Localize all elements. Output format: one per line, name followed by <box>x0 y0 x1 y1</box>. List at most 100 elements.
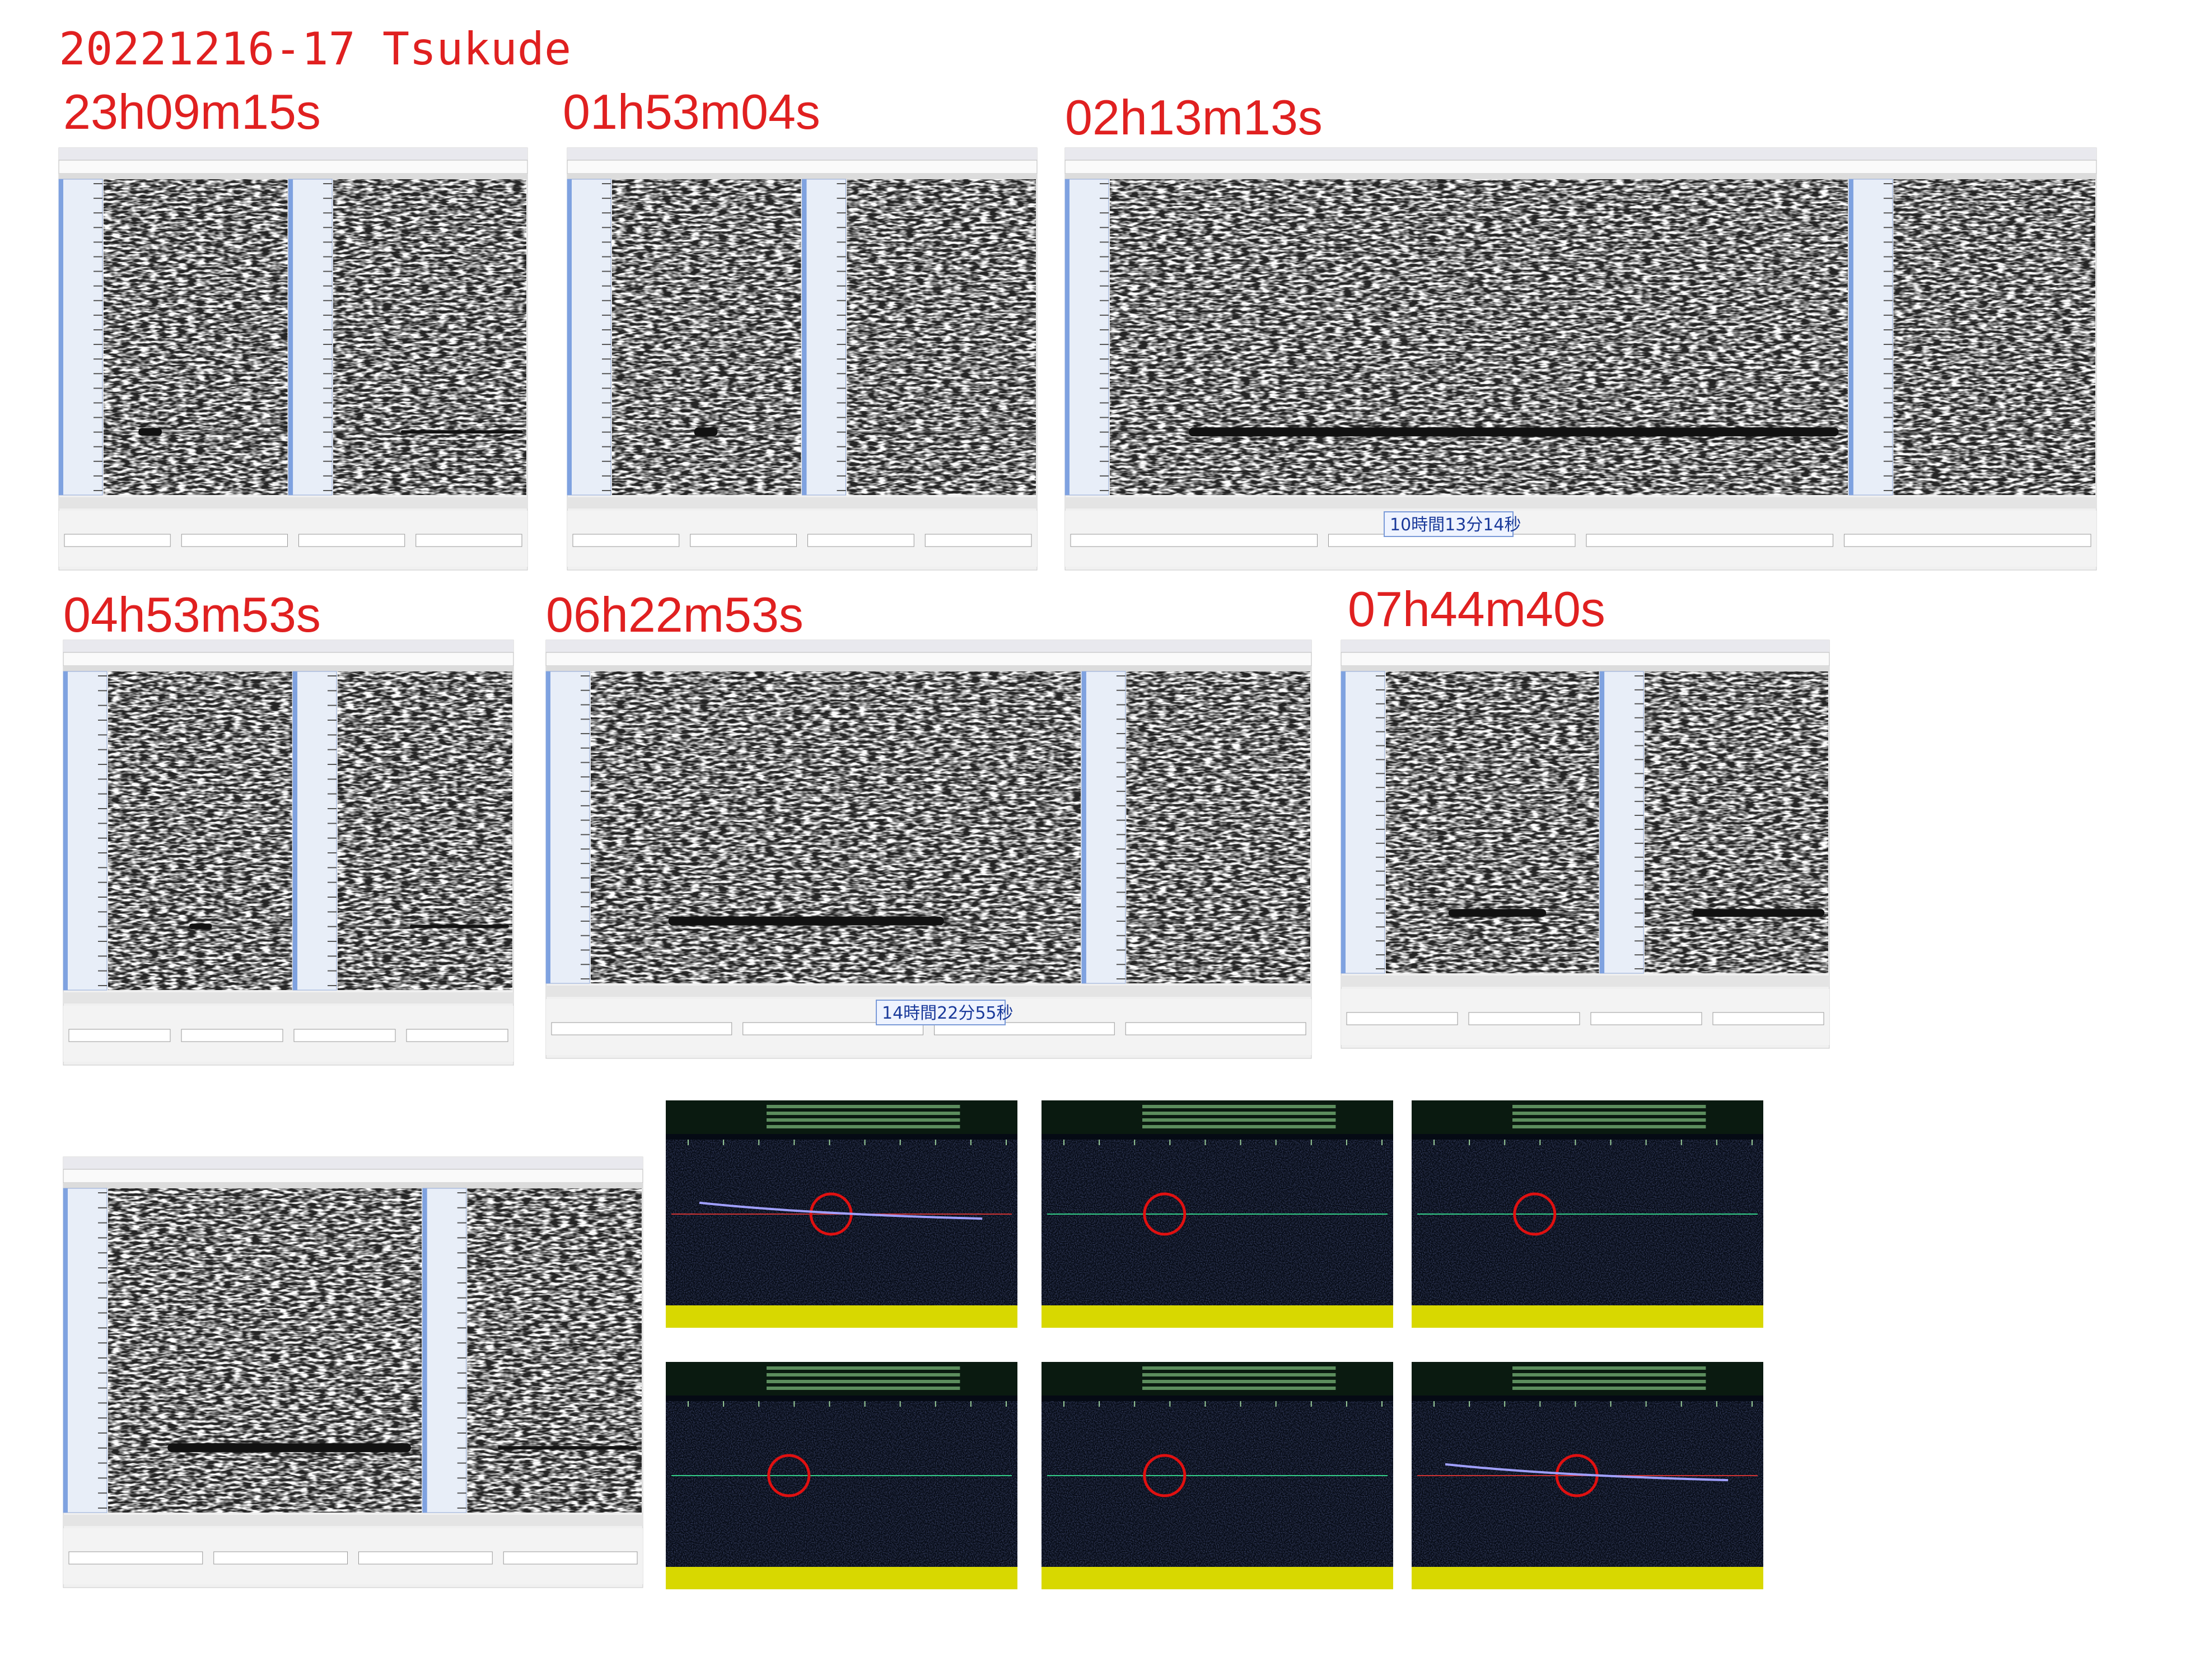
header-text-line <box>1142 1387 1336 1390</box>
frequency-scale <box>288 179 333 496</box>
control-field <box>924 534 1032 547</box>
toolbar <box>1065 148 2096 160</box>
control-field <box>68 1551 203 1565</box>
scale-edge <box>546 671 550 983</box>
scale-edge <box>422 1188 427 1513</box>
control-field <box>181 534 288 547</box>
scrollbar <box>63 1515 643 1526</box>
control-field <box>1125 1022 1306 1035</box>
plot-noise <box>847 179 1036 495</box>
control-field <box>934 1022 1115 1035</box>
spectrogram-window <box>58 147 528 571</box>
track-header <box>1848 174 2096 179</box>
track-header <box>63 666 293 671</box>
track-header <box>59 174 289 179</box>
scale-edge <box>802 179 807 495</box>
header-text-line <box>1512 1380 1706 1383</box>
plot-noise <box>1645 671 1828 973</box>
capture-label: 06h22m53s <box>546 587 804 642</box>
control-field <box>64 534 171 547</box>
hrofft-noise <box>1412 1401 1763 1567</box>
toolbar <box>567 148 1037 160</box>
frequency-scale <box>1341 671 1385 974</box>
signal-strip <box>1042 1305 1393 1328</box>
plot-noise <box>108 1188 422 1513</box>
echo-trace <box>189 923 212 930</box>
frequency-scale <box>1599 671 1644 974</box>
control-field <box>551 1022 732 1035</box>
echo-trace <box>498 1446 637 1450</box>
track-header <box>1341 666 1600 671</box>
header-text-line <box>1142 1380 1336 1383</box>
scrollbar <box>1065 497 2096 508</box>
spectrogram-window <box>1064 147 2097 571</box>
scale-edge <box>63 1188 68 1513</box>
hrofft-noise <box>1042 1140 1393 1305</box>
frequency-scale <box>63 671 108 991</box>
hrofft-screen <box>1042 1100 1393 1328</box>
header-text-line <box>767 1366 960 1370</box>
track-header <box>1065 174 1849 179</box>
scale-edge <box>1600 671 1605 973</box>
control-field <box>503 1551 638 1565</box>
header-text-line <box>1512 1366 1706 1370</box>
scrollbar <box>59 497 527 508</box>
scale-edge <box>1081 671 1086 983</box>
plot-noise <box>338 671 512 990</box>
signal-strip <box>1042 1567 1393 1589</box>
frequency-scale <box>545 671 590 984</box>
header-text-line <box>1142 1125 1336 1128</box>
plot-noise <box>104 179 288 495</box>
control-field <box>1346 1012 1458 1025</box>
track-header <box>288 174 527 179</box>
toolbar <box>1341 640 1829 652</box>
header-text-line <box>767 1387 960 1390</box>
capture-label: 23h09m15s <box>63 84 321 139</box>
plot-noise <box>1386 671 1599 973</box>
hrofft-noise <box>666 1401 1017 1567</box>
toolbar <box>63 640 513 652</box>
hrofft-noise <box>666 1140 1017 1305</box>
marker-circle <box>1143 1192 1187 1236</box>
echo-trace <box>410 925 509 928</box>
spectrogram-window <box>63 1156 643 1588</box>
scrollbar <box>546 986 1311 997</box>
spectrogram-window <box>1341 640 1830 1049</box>
marker-circle <box>767 1454 811 1497</box>
header-text-line <box>1142 1373 1336 1376</box>
header-text-line <box>1512 1105 1706 1108</box>
control-field <box>1070 534 1318 547</box>
plot-noise <box>1110 179 1848 495</box>
spectrogram-window <box>545 640 1312 1059</box>
frequency-scale <box>1064 179 1109 496</box>
control-field <box>1468 1012 1580 1025</box>
signal-strip <box>666 1567 1017 1589</box>
header-text-line <box>1142 1118 1336 1122</box>
time-box-text: 10時間13分14秒 <box>1390 515 1521 535</box>
scale-edge <box>567 179 572 495</box>
capture-label: 02h13m13s <box>1065 90 1323 145</box>
control-field <box>1712 1012 1824 1025</box>
scale-edge <box>1848 179 1853 495</box>
frequency-scale <box>422 1188 467 1513</box>
hrofft-screen <box>1412 1362 1763 1589</box>
plane-trace <box>1445 1463 1729 1482</box>
hrofft-noise <box>1042 1401 1393 1567</box>
time-box <box>1384 511 1514 537</box>
header-text-line <box>1512 1112 1706 1115</box>
control-field <box>181 1029 283 1042</box>
track-header <box>1600 666 1829 671</box>
header-text-line <box>1142 1112 1336 1115</box>
frequency-scale <box>58 179 103 496</box>
control-field <box>358 1551 493 1565</box>
plot-noise <box>333 179 526 495</box>
scrollbar <box>567 497 1037 508</box>
echo-trace <box>668 916 944 926</box>
track-header <box>63 1183 423 1188</box>
hrofft-screen <box>1042 1362 1393 1589</box>
plot-noise <box>1126 671 1310 983</box>
time-ruler <box>545 652 1312 666</box>
control-field <box>690 534 797 547</box>
header-text-line <box>767 1112 960 1115</box>
